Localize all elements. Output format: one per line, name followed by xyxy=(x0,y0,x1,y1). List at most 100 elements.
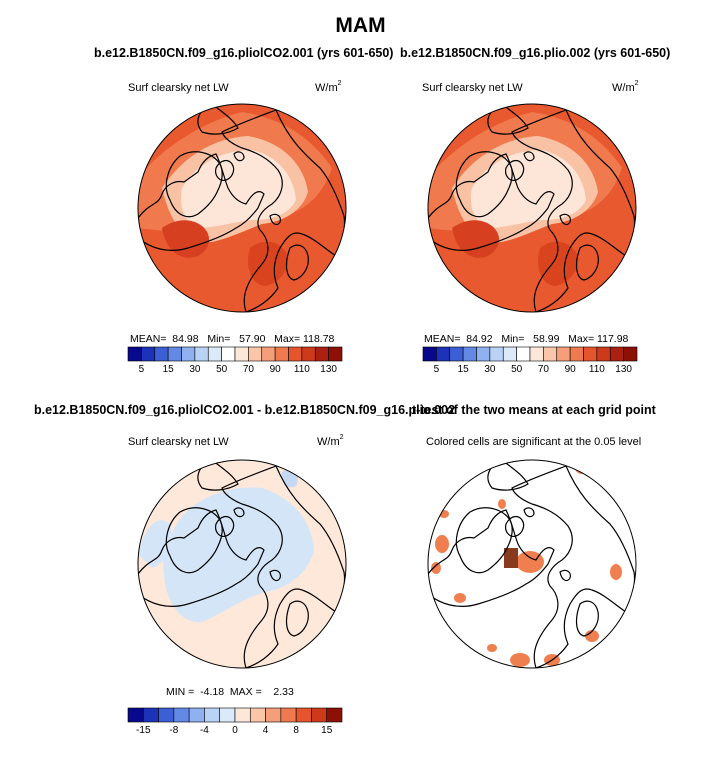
coastline-canada xyxy=(138,509,265,607)
diff-negative-west xyxy=(138,520,172,568)
colorbar-2-box-14 xyxy=(609,346,624,362)
colorbar-2-tick-label: 15 xyxy=(457,364,469,375)
colorbar-1-box-12 xyxy=(288,346,303,362)
map-panel-1 xyxy=(137,103,347,313)
colorbar-3-tick-label: 8 xyxy=(293,725,299,736)
colorbar-3-box-3 xyxy=(173,707,190,723)
colorbar-2-box-11 xyxy=(569,346,584,362)
colorbar-panel-2 xyxy=(422,346,638,362)
colorbar-3-tick-label: -15 xyxy=(136,725,151,736)
coastline-canada xyxy=(138,153,265,251)
colorbar-3-box-5 xyxy=(204,707,221,723)
coastline-greenland xyxy=(165,507,223,574)
coastline-scandinavia xyxy=(285,244,309,281)
colorbar-3-tick-label: -4 xyxy=(199,725,209,736)
colorbar-3-box-10 xyxy=(280,707,297,723)
colorbar-2-box-1 xyxy=(436,346,451,362)
map-border xyxy=(137,103,347,313)
colorbar-3-box-0 xyxy=(127,707,144,723)
colorbar-3-tick-label: -8 xyxy=(169,725,179,736)
colorbar-2-tick-label: 50 xyxy=(511,364,523,375)
colorbar-1-tick-label: 70 xyxy=(242,364,254,375)
main-title: MAM xyxy=(335,14,386,37)
colorbar-1-box-13 xyxy=(301,346,316,362)
colorbar-1-box-1 xyxy=(141,346,156,362)
significant-cell-9 xyxy=(487,644,497,652)
colorbar-1-box-2 xyxy=(154,346,169,362)
colorbar-2-box-2 xyxy=(449,346,464,362)
colorbar-3-tick-label: 0 xyxy=(232,725,238,736)
labrador-warm-spot xyxy=(162,220,210,258)
colorbar-2-tick-label: 90 xyxy=(564,364,576,375)
colorbar-3-box-2 xyxy=(158,707,175,723)
coastline-canada xyxy=(428,153,555,251)
panel-2-subtitle: Surf clearsky net LW xyxy=(422,82,523,94)
colorbar-1-tick-label: 15 xyxy=(162,364,174,375)
colorbar-3-box-12 xyxy=(311,707,328,723)
colorbar-2-tick-label: 5 xyxy=(433,364,440,375)
panel-3-subtitle: Surf clearsky net LW xyxy=(128,436,229,448)
coastline-scandinavia xyxy=(575,600,599,637)
central-arctic-region xyxy=(180,150,296,228)
panel-4-subtitle: Colored cells are significant at the 0.0… xyxy=(426,436,642,448)
colorbar-1-tick-label: 130 xyxy=(320,364,337,375)
colorbar-1-box-15 xyxy=(328,346,343,362)
colorbar-1-box-7 xyxy=(221,346,236,362)
colorbar-1-box-3 xyxy=(167,346,182,362)
colorbar-panel-3 xyxy=(127,707,343,723)
colorbar-3-box-6 xyxy=(219,707,236,723)
map-panel-4 xyxy=(427,459,637,669)
panel-1-stats: MEAN= 84.98 Min= 57.90 Max= 118.78 xyxy=(130,333,335,345)
coastline-greenland xyxy=(455,151,513,218)
labrador-warm-spot xyxy=(452,220,500,258)
colorbar-2-box-13 xyxy=(596,346,611,362)
colorbar-3-box-1 xyxy=(142,707,159,723)
coastline-eurasia xyxy=(511,465,636,668)
colorbar-2-box-10 xyxy=(556,346,571,362)
map-field-1 xyxy=(138,104,346,312)
colorbar-1-tick-label: 90 xyxy=(269,364,281,375)
coastline-canada xyxy=(428,509,555,607)
colorbar-3-box-7 xyxy=(234,707,251,723)
colorbar-2-tick-label: 110 xyxy=(588,364,605,375)
coastline-eurasia xyxy=(221,109,346,312)
colorbar-1-box-9 xyxy=(248,346,263,362)
coastlines xyxy=(138,104,346,312)
colorbar-1-box-14 xyxy=(314,346,329,362)
panel-2-stats: MEAN= 84.92 Min= 58.99 Max= 117.98 xyxy=(424,333,629,345)
significant-cell-2 xyxy=(575,462,589,474)
panel-3-title: b.e12.B1850CN.f09_g16.pliolCO2.001 - b.e… xyxy=(34,403,456,417)
colorbar-2-box-5 xyxy=(489,346,504,362)
colorbar-2-box-4 xyxy=(476,346,491,362)
coastline-eurasia xyxy=(511,109,636,312)
coastline-alaska_siberia xyxy=(197,104,239,135)
coastline-svalbard xyxy=(559,569,571,582)
colorbar-3-box-13 xyxy=(326,707,343,723)
panel-3-stats: MIN = -4.18 MAX = 2.33 xyxy=(166,686,294,698)
significant-cell-3 xyxy=(435,535,449,553)
colorbar-2-box-9 xyxy=(543,346,558,362)
coastline-archipelago xyxy=(215,507,245,537)
significant-cell-7 xyxy=(510,653,530,667)
panel-4-title: t-test of the two means at each grid poi… xyxy=(412,403,656,417)
colorbar-3-tick-label: 4 xyxy=(262,725,269,736)
map-field-3 xyxy=(138,460,346,668)
colorbar-2-tick-label: 130 xyxy=(615,364,632,375)
panel-2-title: b.e12.B1850CN.f09_g16.plio.002 (yrs 601-… xyxy=(400,46,671,60)
colorbar-1-box-4 xyxy=(181,346,196,362)
colorbar-2-box-12 xyxy=(583,346,598,362)
panel-2-units: W/m2 xyxy=(612,80,639,94)
significant-cell-1 xyxy=(594,470,610,482)
colorbar-3-box-4 xyxy=(188,707,205,723)
coastlines xyxy=(428,104,636,312)
map-field-2 xyxy=(428,104,636,312)
coastline-alaska_siberia xyxy=(487,460,529,491)
significant-cell-5 xyxy=(454,593,466,603)
colorbar-1-box-10 xyxy=(261,346,276,362)
coastline-svalbard xyxy=(559,213,571,226)
colorbar-2-box-15 xyxy=(623,346,638,362)
coastlines xyxy=(138,460,346,668)
coastline-eurasia xyxy=(221,465,346,668)
colorbar-2-tick-label: 30 xyxy=(484,364,496,375)
significant-cell-12 xyxy=(498,499,506,509)
